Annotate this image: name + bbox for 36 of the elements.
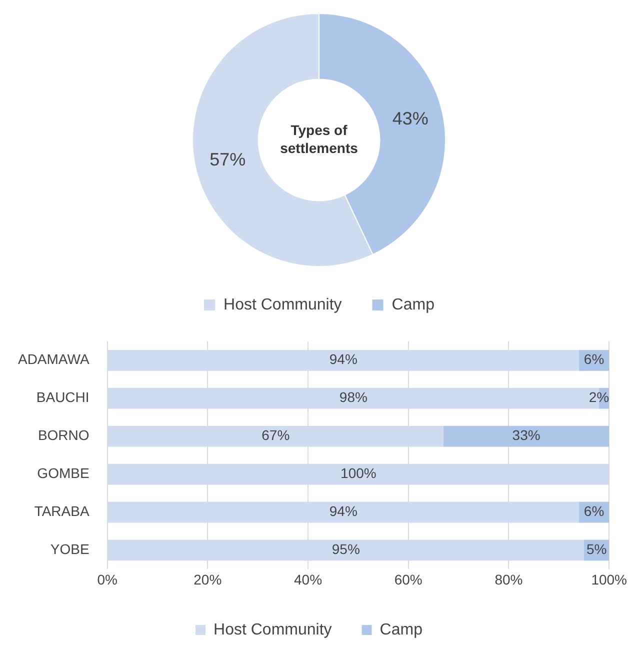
text: Types of settlements <box>280 122 358 156</box>
x-tick-label: 80% <box>494 571 523 588</box>
data-label: 43% <box>392 108 428 129</box>
x-tick-label: 0% <box>97 571 118 588</box>
bar <box>108 350 579 371</box>
data-label: 95% <box>332 541 360 558</box>
x-tick-label: 100% <box>591 571 628 588</box>
data-label: 2% <box>588 389 610 406</box>
y-tick-label: BAUCHI <box>36 389 90 406</box>
data-label: 67% <box>262 427 290 444</box>
data-label: 6% <box>584 503 604 520</box>
legend-label: Camp <box>380 621 423 638</box>
x-tick-label: 40% <box>294 571 322 588</box>
data-label: 5% <box>586 541 607 558</box>
bar <box>108 426 444 447</box>
data-label: 94% <box>329 351 358 368</box>
data-label: 57% <box>210 149 246 170</box>
bar <box>108 502 579 523</box>
data-label: 6% <box>584 351 604 368</box>
data-label: 98% <box>339 389 368 406</box>
y-tick-label: GOMBE <box>37 465 90 482</box>
x-tick-label: 60% <box>394 571 422 588</box>
x-tick-label: 20% <box>194 571 222 588</box>
y-tick-label: BORNO <box>38 427 90 444</box>
y-tick-label: ADAMAWA <box>18 351 90 368</box>
bar <box>108 540 584 561</box>
data-label: 33% <box>512 427 540 444</box>
legend-label: Camp <box>392 296 435 314</box>
y-tick-label: YOBE <box>50 541 90 558</box>
legend-label: Host Community <box>224 296 342 314</box>
bar <box>108 464 610 485</box>
bar <box>444 426 610 447</box>
data-label: 94% <box>329 503 358 520</box>
y-tick-label: TARABA <box>34 503 90 520</box>
data-label: 100% <box>340 465 376 482</box>
legend-label: Host Community <box>214 621 332 638</box>
